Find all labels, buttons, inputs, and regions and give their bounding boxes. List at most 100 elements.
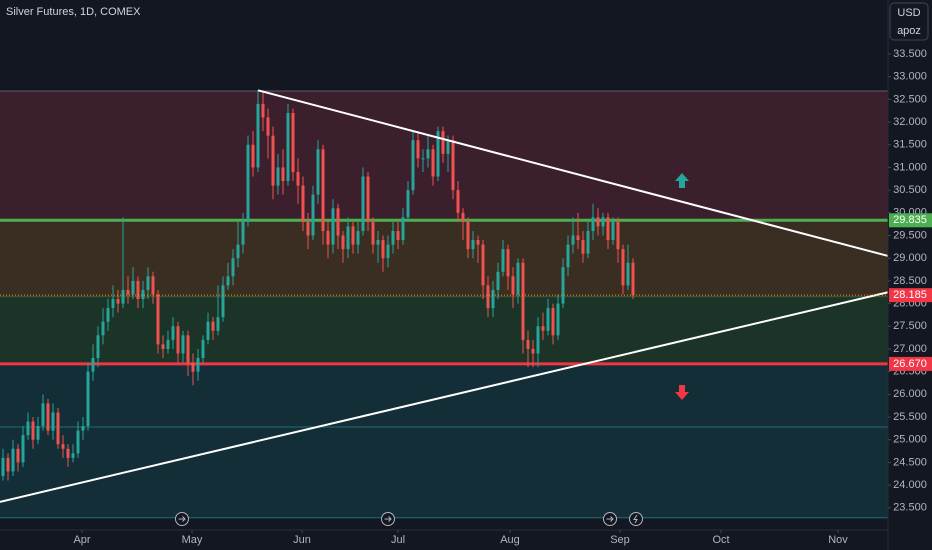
trendline [257, 89, 889, 257]
candle-body [286, 112, 290, 182]
candle-body [316, 149, 320, 195]
candle-body [181, 335, 185, 354]
chart-title: Silver Futures, 1D, COMEX [6, 6, 141, 18]
y-tick-label: 32.000 [893, 116, 927, 128]
candle-body [371, 221, 375, 245]
candle-body [556, 303, 560, 336]
level-label-box [889, 213, 932, 228]
candle-body [541, 326, 545, 331]
candle-body [306, 221, 310, 236]
candle-body [16, 448, 20, 463]
candle-body [211, 321, 215, 331]
candle-body [61, 444, 65, 449]
event-icon-glyph [384, 516, 392, 522]
event-icon-glyph [633, 514, 638, 524]
candle-body [466, 221, 470, 250]
x-tick-label: Aug [500, 534, 520, 546]
candle-body [21, 435, 25, 463]
candle-body [566, 244, 570, 268]
candle-body [406, 190, 410, 218]
candle-body [546, 308, 550, 331]
candle-body [151, 276, 155, 295]
candle-body [606, 217, 610, 241]
candle-body [446, 140, 450, 154]
y-tick-label: 25.500 [893, 411, 927, 423]
candle-body [31, 421, 35, 440]
candle-body [526, 339, 530, 349]
y-tick-label: 31.000 [893, 161, 927, 173]
candle-body [616, 221, 620, 250]
candle-body [66, 448, 70, 458]
candle-body [601, 217, 605, 227]
candle-body [266, 117, 270, 136]
candle-body [361, 176, 365, 231]
candle-body [561, 267, 565, 304]
candle-body [226, 276, 230, 286]
down-arrow [675, 385, 689, 400]
candle-body [591, 217, 595, 231]
candle-body [251, 144, 255, 168]
x-tick-label: Nov [828, 534, 848, 546]
candle-body [71, 453, 75, 458]
candle-body [631, 262, 635, 296]
zone [0, 363, 888, 427]
candle-body [381, 240, 385, 259]
candle-body [26, 421, 30, 436]
candle-body [521, 262, 525, 340]
candle-body [96, 335, 100, 359]
candle-body [571, 235, 575, 245]
currency: USD [897, 7, 920, 19]
currency-box[interactable] [889, 2, 929, 41]
level-label: 26.670 [893, 358, 927, 370]
candle-body [456, 190, 460, 213]
candle-body [201, 339, 205, 359]
candle-body [396, 230, 400, 241]
candle-body [261, 103, 265, 118]
candle-body [506, 249, 510, 277]
candle-body [186, 335, 190, 363]
candle-body [551, 308, 555, 336]
candle-body [596, 217, 600, 227]
candle-body [236, 244, 240, 259]
candle-body [621, 249, 625, 286]
candle-body [401, 217, 405, 241]
x-tick-label: May [182, 534, 203, 546]
candle-body [121, 289, 125, 304]
candle-body [376, 240, 380, 245]
candle-body [531, 348, 535, 354]
plot-area [0, 89, 889, 519]
candle-body [171, 326, 175, 340]
candle-body [36, 426, 40, 440]
candle-body [481, 244, 485, 286]
candle-body [476, 240, 480, 245]
y-tick-label: 28.500 [893, 275, 927, 287]
candle-body [101, 321, 105, 336]
up-arrow [675, 173, 689, 188]
y-tick-label: 25.000 [893, 434, 927, 446]
candle-body [191, 362, 195, 372]
candle-body [311, 194, 315, 236]
x-tick-label: Sep [610, 534, 630, 546]
candle-body [126, 289, 130, 295]
y-tick-label: 27.500 [893, 320, 927, 332]
candle-body [116, 299, 120, 304]
candle-body [276, 167, 280, 186]
candle-body [356, 230, 360, 245]
candle-body [301, 185, 305, 222]
y-tick-label: 33.000 [893, 71, 927, 83]
candle-body [461, 212, 465, 222]
y-tick-label: 27.000 [893, 343, 927, 355]
candle-body [81, 426, 85, 431]
candle-body [221, 285, 225, 318]
candle-body [141, 289, 145, 300]
candle-body [611, 221, 615, 241]
x-tick-label: Jun [293, 534, 311, 546]
candle-body [41, 403, 45, 427]
axis-labels: 23.50024.00024.50025.00025.50026.00026.5… [73, 48, 932, 546]
candle-body [441, 131, 445, 154]
candle-body [256, 103, 260, 168]
price-axis [888, 0, 932, 530]
y-tick-label: 24.500 [893, 456, 927, 468]
candle-body [491, 289, 495, 309]
